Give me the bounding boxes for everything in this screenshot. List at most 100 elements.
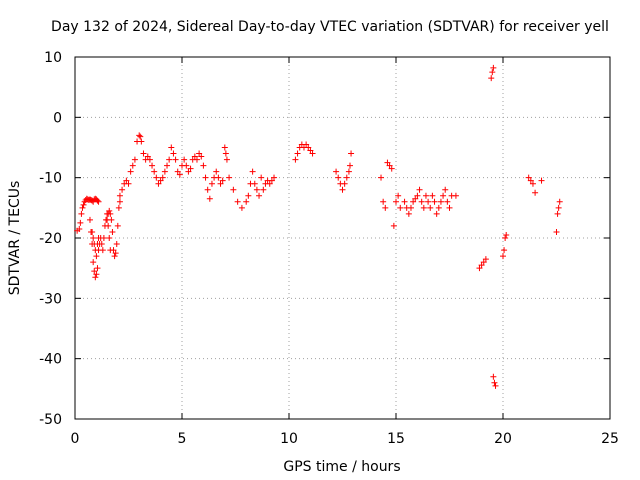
data-point: [109, 228, 116, 235]
data-point: [480, 259, 487, 266]
data-point: [77, 219, 84, 226]
data-point: [292, 156, 299, 163]
data-point: [427, 204, 434, 211]
data-point: [90, 259, 97, 266]
data-point: [107, 210, 114, 217]
grid: [75, 57, 610, 419]
data-point: [80, 201, 87, 208]
data-point: [106, 235, 113, 241]
data-point: [110, 247, 117, 254]
data-point: [176, 171, 183, 178]
data-point: [140, 150, 147, 157]
data-point: [138, 138, 145, 145]
data-point: [181, 156, 188, 163]
data-point: [538, 177, 545, 184]
data-point: [452, 192, 459, 199]
data-point: [234, 198, 241, 205]
data-point: [525, 174, 532, 181]
data-point: [206, 195, 213, 202]
data-point: [90, 235, 97, 241]
x-tick-labels: 0 5 10 15 20 25: [71, 431, 619, 447]
y-tick-label: 0: [53, 110, 62, 126]
data-point: [335, 174, 342, 181]
data-point: [111, 253, 118, 260]
data-point: [213, 168, 220, 175]
data-point: [94, 197, 101, 204]
data-point: [422, 192, 429, 199]
y-axis-label: SDTVAR / TECUs: [7, 181, 23, 296]
data-point: [345, 168, 352, 175]
x-tick-label: 20: [494, 431, 512, 447]
data-point: [164, 162, 171, 169]
data-point: [343, 174, 350, 181]
data-point: [166, 156, 173, 163]
data-point: [93, 271, 100, 278]
data-point: [204, 186, 211, 193]
data-point: [78, 210, 85, 217]
data-point: [172, 156, 179, 163]
data-point: [425, 198, 432, 205]
data-point: [437, 198, 444, 205]
data-point: [553, 228, 560, 235]
data-point: [94, 241, 101, 248]
data-point: [187, 165, 194, 172]
y-tick-label: -40: [39, 352, 62, 368]
data-point: [294, 150, 301, 157]
data-point: [333, 168, 340, 175]
data-point: [444, 198, 451, 205]
data-point: [221, 144, 228, 151]
data-point: [114, 222, 121, 229]
data-point: [161, 168, 168, 175]
data-point: [112, 250, 119, 257]
data-point: [307, 147, 314, 154]
data-point: [433, 210, 440, 217]
data-point: [92, 274, 99, 281]
data-point: [266, 180, 273, 187]
data-point: [401, 198, 408, 205]
data-point: [502, 235, 509, 241]
data-point: [245, 192, 252, 199]
y-tick-label: -30: [39, 291, 62, 307]
data-point: [268, 177, 275, 184]
data-points: [74, 64, 563, 389]
data-point: [420, 204, 427, 211]
data-point: [168, 144, 175, 151]
data-point: [393, 198, 399, 205]
data-point: [532, 189, 539, 196]
data-point: [491, 379, 498, 386]
data-point: [136, 132, 143, 139]
x-tick-label: 0: [71, 431, 80, 447]
data-point: [341, 180, 348, 187]
plot-frame: [74, 56, 611, 420]
x-tick-label: 5: [178, 431, 187, 447]
data-point: [482, 256, 489, 263]
data-point: [418, 198, 425, 205]
data-point: [405, 210, 412, 217]
data-point: [488, 75, 495, 82]
data-point: [230, 186, 237, 193]
y-tick-label: -10: [39, 171, 62, 187]
data-point: [446, 204, 453, 211]
y-tick-labels: -50 -40 -30 -20 -10 0 10: [39, 50, 62, 428]
data-point: [271, 174, 278, 181]
data-point: [222, 150, 229, 157]
data-point: [93, 253, 100, 260]
x-axis-label: GPS time / hours: [283, 459, 400, 475]
y-tick-label: 10: [44, 50, 62, 66]
data-point: [339, 186, 346, 193]
data-point: [388, 165, 395, 172]
x-tick-label: 15: [387, 431, 405, 447]
data-point: [185, 168, 192, 175]
data-point: [476, 265, 483, 272]
data-point: [153, 174, 160, 181]
data-point: [431, 198, 438, 205]
data-point: [249, 168, 256, 175]
data-point: [407, 204, 414, 211]
data-point: [174, 168, 181, 175]
data-point: [129, 162, 136, 169]
data-point: [555, 204, 562, 211]
data-point: [217, 180, 224, 187]
data-point: [529, 180, 536, 187]
data-point: [429, 192, 436, 199]
